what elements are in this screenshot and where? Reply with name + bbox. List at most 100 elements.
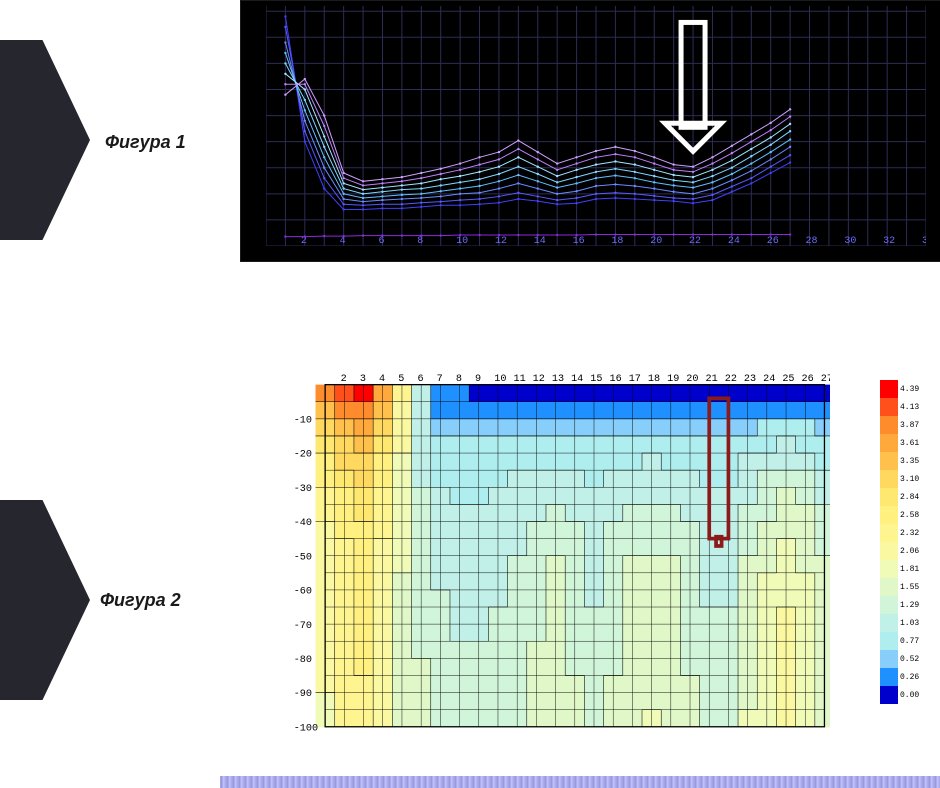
svg-text:11: 11: [513, 374, 525, 385]
svg-text:8: 8: [456, 374, 462, 385]
svg-text:10: 10: [456, 236, 468, 246]
svg-text:-30: -30: [294, 484, 312, 495]
legend-swatch: [880, 578, 898, 596]
legend-value: 1.29: [900, 601, 919, 610]
svg-text:-40: -40: [294, 518, 312, 529]
legend-value: 2.84: [900, 493, 919, 502]
legend-swatch: [880, 614, 898, 632]
legend-value: 2.58: [900, 511, 919, 520]
legend-value: 3.61: [900, 439, 919, 448]
svg-text:-10: -10: [294, 416, 312, 427]
svg-text:14: 14: [571, 374, 583, 385]
svg-text:13: 13: [552, 374, 564, 385]
legend-value: 2.06: [900, 547, 919, 556]
svg-text:18: 18: [611, 236, 623, 246]
svg-text:4: 4: [379, 374, 385, 385]
svg-text:-80: -80: [294, 655, 312, 666]
svg-text:-70: -70: [294, 621, 312, 632]
decor-arrowhead-2: [0, 500, 90, 700]
svg-text:12: 12: [495, 236, 507, 246]
svg-text:3: 3: [360, 374, 366, 385]
svg-text:-90: -90: [294, 689, 312, 700]
legend-swatch: [880, 632, 898, 650]
svg-text:-50: -50: [294, 552, 312, 563]
svg-text:-20: -20: [294, 450, 312, 461]
legend-swatch: [880, 398, 898, 416]
svg-text:17: 17: [629, 374, 641, 385]
svg-text:9: 9: [475, 374, 481, 385]
legend-value: 0.00: [900, 691, 919, 700]
svg-text:24: 24: [728, 236, 740, 246]
svg-text:12: 12: [533, 374, 545, 385]
legend-swatch: [880, 434, 898, 452]
legend-value: 0.77: [900, 637, 919, 646]
legend-value: 1.03: [900, 619, 919, 628]
legend-value: 4.13: [900, 403, 919, 412]
svg-text:20: 20: [650, 236, 662, 246]
legend-value: 1.81: [900, 565, 919, 574]
legend-swatch: [880, 380, 898, 398]
svg-text:26: 26: [802, 374, 814, 385]
svg-text:14: 14: [534, 236, 546, 246]
legend-swatch: [880, 560, 898, 578]
noise-strip: [220, 776, 940, 788]
legend-value: 1.55: [900, 583, 919, 592]
svg-text:21: 21: [706, 374, 718, 385]
svg-text:10: 10: [494, 374, 506, 385]
legend-swatch: [880, 452, 898, 470]
svg-text:30: 30: [844, 236, 856, 246]
svg-text:2: 2: [301, 236, 307, 246]
svg-text:5: 5: [398, 374, 404, 385]
legend-value: 2.32: [900, 529, 919, 538]
svg-text:25: 25: [782, 374, 794, 385]
legend-swatch: [880, 542, 898, 560]
svg-text:7: 7: [437, 374, 443, 385]
svg-text:16: 16: [573, 236, 585, 246]
svg-text:28: 28: [806, 236, 818, 246]
svg-text:26: 26: [767, 236, 779, 246]
svg-text:2: 2: [341, 374, 347, 385]
svg-text:34: 34: [922, 236, 926, 246]
legend-swatch: [880, 416, 898, 434]
svg-text:6: 6: [378, 236, 384, 246]
legend-value: 3.10: [900, 475, 919, 484]
svg-text:6: 6: [417, 374, 423, 385]
svg-text:-100: -100: [294, 723, 318, 734]
legend-swatch: [880, 668, 898, 686]
chart2-legend: 4.39 4.13 3.87 3.61 3.35 3.10 2.84 2.58 2.32 2.06…: [880, 380, 935, 730]
legend-swatch: [880, 470, 898, 488]
legend-swatch: [880, 650, 898, 668]
figure2-label: Фигура 2: [100, 590, 181, 611]
legend-value: 3.87: [900, 421, 919, 430]
svg-text:22: 22: [689, 236, 701, 246]
chart1-plot: 0.71.52.42.94.42468101214161820222426283…: [266, 6, 926, 246]
legend-value: 3.35: [900, 457, 919, 466]
svg-text:20: 20: [686, 374, 698, 385]
decor-arrowhead-1: [0, 40, 90, 240]
svg-text:19: 19: [667, 374, 679, 385]
legend-swatch: [880, 524, 898, 542]
svg-text:23: 23: [744, 374, 756, 385]
svg-text:32: 32: [883, 236, 895, 246]
svg-text:18: 18: [648, 374, 660, 385]
page-root: Фигура 1 Фигура 2 0.71.52.42.94.42468101…: [0, 0, 940, 788]
legend-swatch: [880, 686, 898, 704]
svg-text:16: 16: [610, 374, 622, 385]
legend-swatch: [880, 596, 898, 614]
svg-text:22: 22: [725, 374, 737, 385]
svg-text:4: 4: [340, 236, 346, 246]
legend-value: 0.52: [900, 655, 919, 664]
svg-text:-60: -60: [294, 587, 312, 598]
svg-text:27: 27: [821, 374, 830, 385]
legend-value: 0.26: [900, 673, 919, 682]
legend-value: 4.39: [900, 385, 919, 394]
chart2-container: 2345678910111213141516171819202122232425…: [240, 355, 940, 745]
svg-text:24: 24: [763, 374, 775, 385]
svg-text:8: 8: [417, 236, 423, 246]
chart2-plot: 2345678910111213141516171819202122232425…: [290, 367, 830, 737]
figure1-label: Фигура 1: [105, 132, 186, 153]
chart1-container: 0.71.52.42.94.42468101214161820222426283…: [240, 0, 940, 262]
legend-swatch: [880, 506, 898, 524]
svg-text:15: 15: [590, 374, 602, 385]
legend-swatch: [880, 488, 898, 506]
